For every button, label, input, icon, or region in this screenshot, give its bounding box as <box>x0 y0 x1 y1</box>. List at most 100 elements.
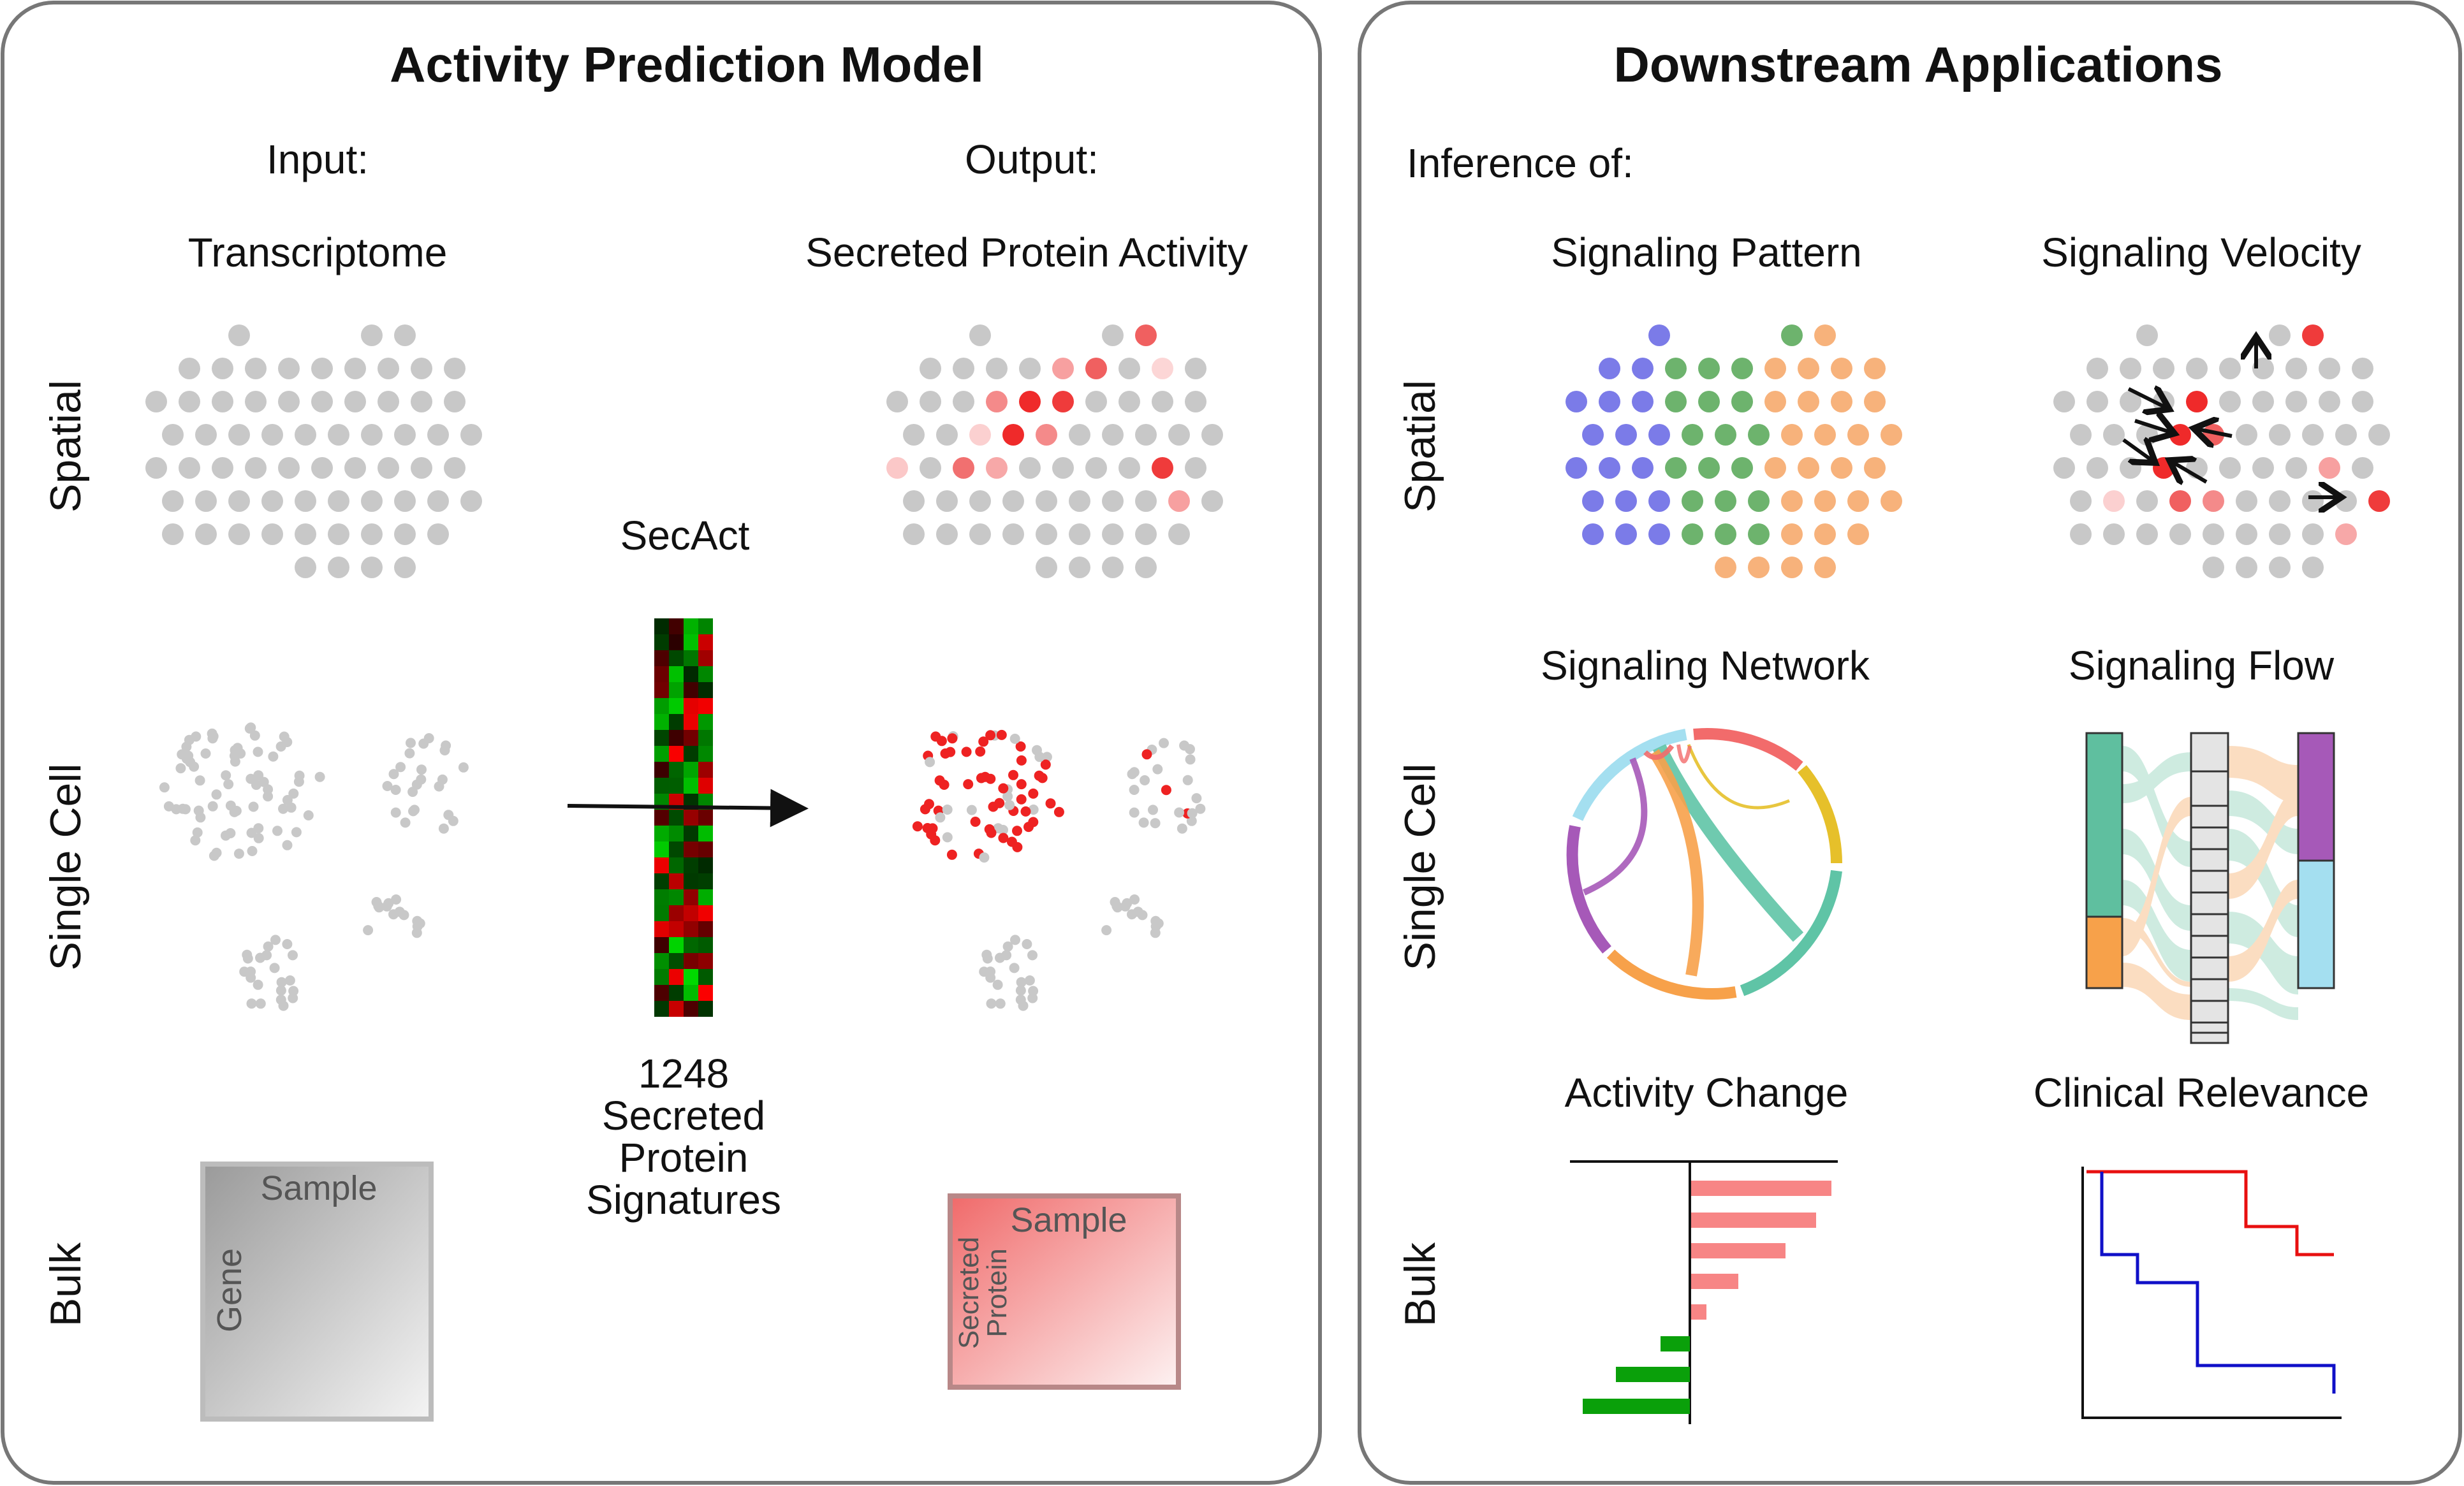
cell-point <box>1009 733 1020 744</box>
velocity-arrow <box>2194 428 2233 436</box>
cell-point <box>207 728 217 739</box>
heatmap-cell <box>654 730 669 746</box>
signaling-network-chord <box>1566 728 1842 1000</box>
cell-point <box>985 773 996 784</box>
spot <box>1682 490 1703 512</box>
cell-point <box>246 966 256 977</box>
spot <box>278 391 300 412</box>
heatmap-cell <box>669 889 684 905</box>
sankey-node-middle <box>2190 1021 2229 1034</box>
cell-point <box>936 736 947 747</box>
spot <box>2053 457 2075 479</box>
cell-point <box>363 925 374 936</box>
spot <box>1599 391 1620 412</box>
spot <box>295 490 316 512</box>
heatmap-cell <box>698 746 713 762</box>
heatmap-cell <box>654 810 669 826</box>
sankey-node-middle <box>2190 913 2229 937</box>
cell-point <box>1122 898 1133 908</box>
cell-point <box>975 746 986 757</box>
cell-point <box>1016 794 1027 805</box>
spot <box>886 391 908 412</box>
spot <box>1152 391 1173 412</box>
spot <box>1102 523 1124 545</box>
spot <box>1698 391 1720 412</box>
spot <box>228 424 250 446</box>
cell-point <box>942 832 953 843</box>
spot <box>427 424 449 446</box>
cell-point <box>418 738 429 749</box>
spot <box>2186 391 2208 412</box>
cell-point <box>994 798 1005 808</box>
cell-point <box>263 791 274 802</box>
spot <box>2352 358 2373 379</box>
spot <box>328 424 349 446</box>
spot <box>1632 391 1654 412</box>
cell-point <box>192 827 203 838</box>
spot <box>411 457 432 479</box>
cell-point <box>1137 910 1148 921</box>
spot <box>903 424 925 446</box>
heatmap-cell <box>684 810 698 826</box>
heatmap-cell <box>669 873 684 889</box>
spot <box>245 358 267 379</box>
spot <box>1864 457 1886 479</box>
spot <box>212 457 233 479</box>
spot <box>2236 424 2257 446</box>
spot <box>2252 457 2274 479</box>
output-label: Output: <box>965 136 1099 182</box>
spot <box>1715 523 1736 545</box>
spot <box>394 324 416 346</box>
heatmap-cell <box>654 985 669 1001</box>
heatmap-cell <box>669 634 684 650</box>
cell-point <box>1129 894 1140 905</box>
velocity-arrows <box>2122 337 2342 497</box>
cell-point <box>1002 791 1013 802</box>
velocity-arrow <box>2134 421 2174 433</box>
bulk-output-row-label-2: Protein <box>981 1248 1013 1337</box>
spot <box>2203 490 2224 512</box>
row-label-spatial-left: Spatial <box>41 380 90 513</box>
cell-point <box>1185 754 1196 765</box>
spot <box>1665 358 1687 379</box>
activity-bar-positive <box>1691 1274 1738 1289</box>
cell-point <box>275 741 286 752</box>
spot <box>427 490 449 512</box>
cell-point <box>1034 752 1045 762</box>
cell-point <box>1037 773 1048 783</box>
spot <box>2285 391 2307 412</box>
cell-point <box>1028 805 1039 815</box>
spot <box>1731 457 1753 479</box>
spot <box>1152 457 1173 479</box>
cell-point <box>982 953 993 964</box>
heatmap-cell <box>698 618 713 634</box>
spot <box>1002 523 1024 545</box>
spot <box>1185 391 1206 412</box>
spot <box>2368 490 2390 512</box>
cell-point <box>185 757 196 768</box>
chord-link <box>1687 744 1790 810</box>
cell-point <box>411 928 422 938</box>
cell-point <box>961 747 972 757</box>
spot <box>1102 557 1124 578</box>
secact-heatmap <box>654 618 713 1017</box>
heatmap-cell <box>654 698 669 714</box>
cell-point <box>221 770 231 781</box>
sankey-node-purple <box>2297 732 2335 862</box>
cell-point <box>388 769 399 780</box>
spot <box>195 424 217 446</box>
spot <box>886 457 908 479</box>
spot <box>311 457 333 479</box>
spot <box>936 490 958 512</box>
spot <box>344 457 366 479</box>
spot <box>1135 490 1157 512</box>
spot <box>953 391 974 412</box>
cell-point <box>966 805 977 815</box>
signaling-pattern-label: Signaling Pattern <box>1551 229 1861 275</box>
spot <box>953 457 974 479</box>
heatmap-cell <box>669 714 684 730</box>
spot <box>986 391 1008 412</box>
spot <box>378 391 399 412</box>
spot <box>1566 391 1587 412</box>
spot <box>1135 523 1157 545</box>
